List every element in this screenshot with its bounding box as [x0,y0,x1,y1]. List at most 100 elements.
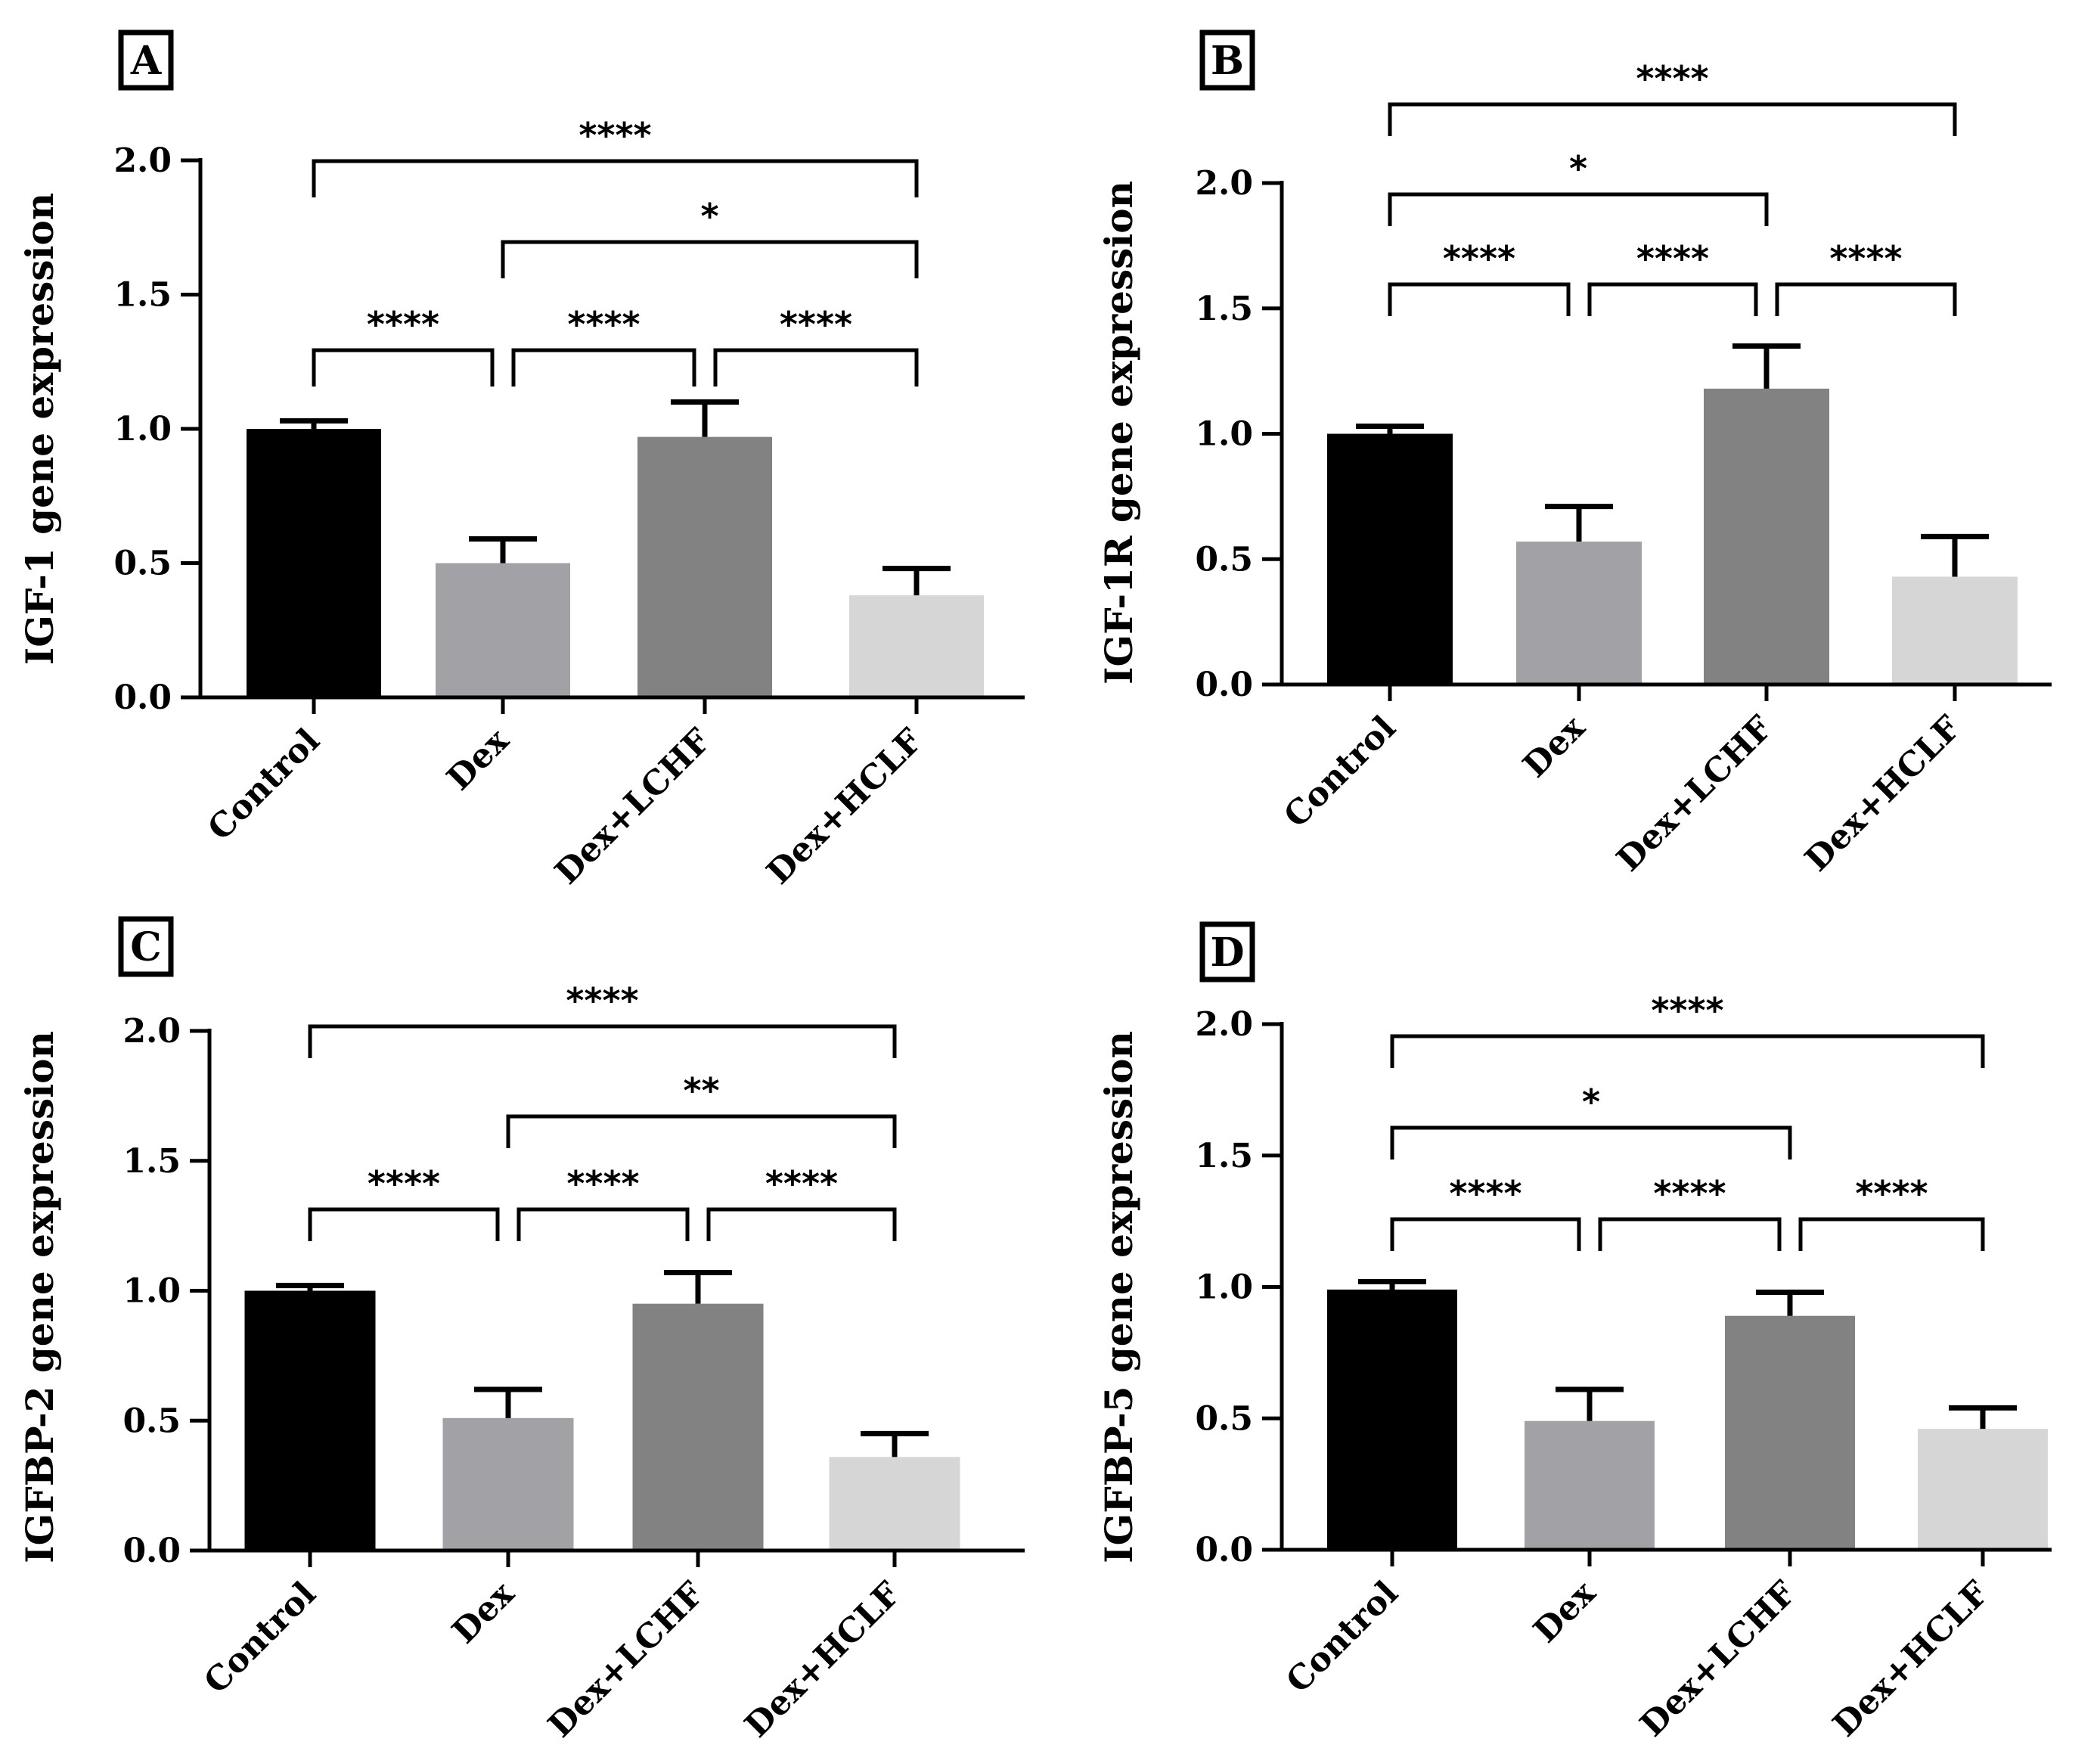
y-tick-label: 1.5 [1195,290,1253,328]
bar-2 [632,1303,764,1551]
x-category-label: Dex [1526,1573,1603,1650]
significance-label: **** [566,980,638,1021]
significance-label: **** [367,304,439,345]
y-tick-label: 0.5 [1195,540,1253,579]
x-category-label: Dex [439,721,516,798]
x-category-label: Dex [445,1574,522,1651]
bar-2 [1704,388,1829,685]
bar-0 [1327,1289,1457,1550]
significance-bracket [1388,282,1571,316]
significance-label: **** [780,304,852,345]
x-category-label: Dex+LCHF [1609,709,1780,880]
x-category-label: Control [197,1575,324,1702]
bar-3 [829,1457,960,1551]
panel-b: B 0.0 0.5 1.0 1.5 2.0 Control Dex Dex+LCHF Dex+HC… [1097,29,2052,880]
y-axis-title: IGFBP-5 gene expression [1097,1031,1141,1563]
y-tick-label: 1.0 [1195,415,1253,454]
y-tick-label: 1.0 [123,1272,181,1311]
x-category-label: Control [1276,709,1404,836]
panel-label: C [130,924,161,970]
significance-label: **** [1449,1173,1521,1214]
x-category-label: Dex+HCLF [1798,709,1968,880]
significance-bracket [516,1207,690,1241]
bar-2 [1725,1315,1855,1550]
y-tick-label: 0.5 [1195,1399,1253,1438]
x-category-label: Dex+HCLF [759,722,930,893]
significance-label: **** [1636,58,1708,99]
significance-bracket [1388,192,1769,226]
y-axis-title: IGFBP-2 gene expression [17,1031,62,1563]
significance-bracket [308,1024,897,1058]
panel-a: A 0.0 0.5 1.0 1.5 2.0 Control Dex Dex+LCHF Dex+HC… [17,29,1025,893]
significance-bracket [713,348,919,387]
significance-label: ** [683,1070,719,1111]
significance-bracket [1775,282,1957,316]
significance-bracket [1798,1217,1985,1251]
significance-bracket [1390,1034,1985,1068]
y-tick-label: 2.0 [1195,164,1253,203]
panel-label-box [118,916,174,977]
significance-bracket [1388,102,1957,136]
significance-label: **** [579,115,651,156]
significance-label: * [1569,148,1587,189]
y-tick-label: 0.0 [123,1532,181,1570]
significance-label: **** [765,1163,838,1204]
y-tick-label: 0.0 [1195,1531,1253,1569]
x-category-label: Dex+LCHF [547,722,718,893]
y-tick-label: 1.0 [113,410,172,449]
y-tick-label: 0.0 [113,678,172,717]
significance-label: **** [1653,1173,1726,1214]
significance-bracket [312,348,495,387]
y-tick-label: 0.0 [1195,666,1253,704]
bar-2 [637,436,772,697]
y-tick-label: 2.0 [1195,1005,1253,1044]
y-tick-label: 0.5 [113,545,172,583]
significance-label: **** [1443,238,1515,279]
x-category-label: Control [1279,1574,1406,1701]
significance-bracket [506,1114,897,1148]
y-axis-title: IGF-1R gene expression [1097,181,1141,685]
bar-1 [1525,1420,1655,1550]
x-category-label: Control [200,722,327,849]
significance-label: **** [1855,1173,1928,1214]
x-category-label: Dex+HCLF [737,1575,908,1746]
x-category-label: Dex+LCHF [541,1575,712,1746]
bar-3 [1892,576,2018,685]
panel-label-box [118,29,174,91]
significance-label: **** [1636,238,1709,279]
significance-bracket [706,1207,897,1241]
x-category-label: Dex+HCLF [1825,1574,1996,1745]
significance-bracket [308,1207,500,1241]
y-tick-label: 0.5 [123,1402,181,1440]
y-tick-label: 1.5 [113,276,172,315]
panel-label: A [130,38,162,84]
significance-bracket [1390,1125,1792,1160]
bar-0 [1327,433,1453,685]
significance-label: **** [1651,990,1723,1031]
x-category-label: Dex [1515,708,1593,785]
panel-label: D [1210,930,1244,976]
significance-label: **** [567,304,640,345]
bar-3 [849,595,984,697]
x-category-label: Dex+LCHF [1633,1574,1804,1745]
significance-bracket [1587,282,1758,316]
significance-label: **** [566,1163,639,1204]
significance-label: * [1582,1082,1600,1122]
panel-label-box [1199,29,1255,91]
significance-label: * [700,196,718,237]
bar-3 [1918,1429,2048,1550]
bar-0 [244,1290,376,1551]
y-tick-label: 1.5 [1195,1137,1253,1175]
significance-bracket [1390,1217,1581,1251]
significance-label: **** [1829,238,1902,279]
y-axis-title: IGF-1 gene expression [17,193,62,665]
bar-1 [442,1417,574,1551]
significance-bracket [312,159,919,197]
significance-bracket [511,348,696,387]
panel-label-box [1199,921,1255,983]
significance-label: **** [368,1163,440,1204]
y-tick-label: 1.0 [1195,1268,1253,1307]
y-tick-label: 1.5 [123,1142,181,1181]
bar-0 [247,429,381,697]
